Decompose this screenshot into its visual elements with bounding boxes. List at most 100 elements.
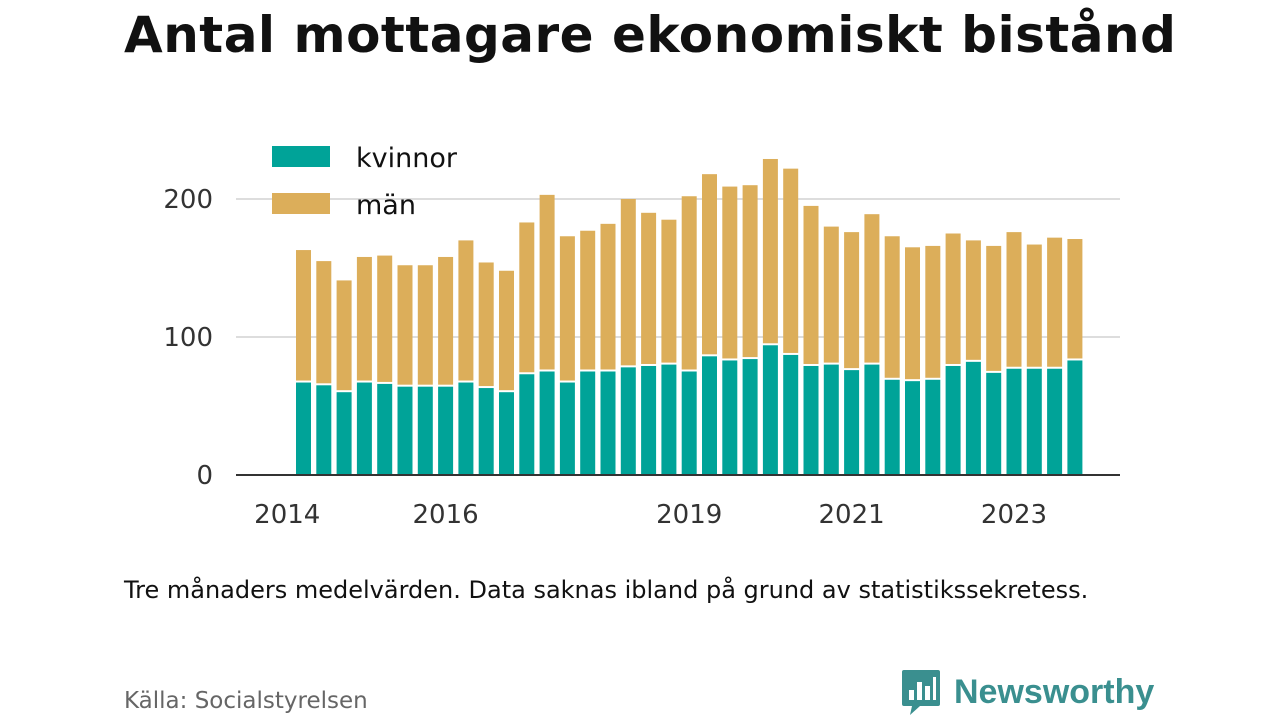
bar-kvinnor-35 [1006, 368, 1022, 475]
legend-swatch-man [272, 193, 330, 214]
bar-man-10 [499, 270, 514, 391]
bar-kvinnor-27 [844, 370, 860, 475]
bar-man-21 [722, 186, 738, 359]
bar-man-20 [702, 174, 717, 355]
bar-man-27 [844, 232, 860, 369]
brand-name: Newsworthy [954, 672, 1155, 711]
y-tick-label: 100 [163, 323, 213, 353]
bar-man-33 [965, 240, 981, 360]
x-tick-label-2023: 2023 [981, 500, 1047, 530]
bar-man-16 [620, 199, 636, 366]
newsworthy-logo-icon [902, 670, 940, 715]
bar-man-17 [641, 212, 657, 364]
stacked-bar-chart: 0 100 200 2014 2016 2019 2021 2023 kvinnor män [163, 143, 1120, 530]
bar-kvinnor-12 [539, 371, 555, 475]
bar-kvinnor-30 [905, 381, 920, 475]
bar-kvinnor-7 [438, 386, 454, 475]
bar-kvinnor-32 [945, 365, 961, 475]
bar-kvinnor-38 [1067, 360, 1083, 475]
bar-kvinnor-23 [762, 345, 778, 475]
bar-man-11 [519, 222, 535, 373]
bar-man-35 [1006, 232, 1022, 367]
bar-man-32 [945, 233, 961, 364]
chart-note: Tre månaders medelvärden. Data saknas ib… [124, 576, 1089, 604]
bar-man-22 [742, 185, 758, 358]
bar-man-23 [762, 158, 778, 344]
bar-man-2 [336, 280, 352, 391]
x-tick-label-2019: 2019 [656, 500, 722, 530]
bar-kvinnor-5 [397, 386, 413, 475]
bar-man-26 [823, 226, 839, 363]
bar-kvinnor-25 [803, 365, 819, 475]
bar-kvinnor-19 [681, 371, 697, 475]
bar-man-4 [377, 255, 393, 382]
x-tick-label-2021: 2021 [819, 500, 885, 530]
bar-man-28 [864, 214, 880, 363]
bar-kvinnor-13 [559, 382, 575, 475]
bar-kvinnor-36 [1026, 368, 1042, 475]
bar-kvinnor-3 [356, 382, 372, 475]
bar-kvinnor-37 [1047, 368, 1063, 475]
bar-man-12 [539, 194, 555, 370]
bar-man-7 [438, 256, 454, 385]
bar-man-25 [803, 205, 819, 364]
bar-man-38 [1067, 239, 1083, 359]
bar-kvinnor-1 [316, 385, 332, 475]
bar-kvinnor-2 [336, 392, 352, 475]
bar-kvinnor-6 [417, 386, 433, 475]
brand-logo[interactable]: Newsworthy [900, 668, 1154, 716]
bar-man-1 [316, 261, 332, 384]
bar-man-13 [559, 236, 575, 381]
bar-man-9 [478, 262, 494, 387]
bar-man-24 [783, 168, 799, 353]
bar-man-18 [661, 219, 677, 363]
bar-kvinnor-33 [965, 361, 981, 475]
legend-swatch-kvinnor [272, 146, 330, 167]
bar-kvinnor-4 [377, 383, 393, 475]
legend-label-man: män [356, 190, 416, 221]
bar-kvinnor-11 [519, 374, 535, 475]
y-axis-tick-labels: 0 100 200 [163, 185, 213, 491]
bar-kvinnor-26 [823, 364, 839, 475]
bar-kvinnor-0 [296, 382, 311, 475]
legend-label-kvinnor: kvinnor [356, 143, 458, 174]
bar-kvinnor-16 [620, 367, 636, 475]
bar-man-3 [356, 256, 372, 381]
bar-kvinnor-15 [600, 371, 616, 475]
bar-kvinnor-17 [641, 365, 657, 475]
x-axis-tick-labels: 2014 2016 2019 2021 2023 [254, 500, 1047, 530]
chart-title: Antal mottagare ekonomiskt bistånd [124, 6, 1177, 64]
bar-kvinnor-34 [986, 372, 1002, 475]
bar-man-19 [681, 196, 697, 370]
y-tick-label: 0 [196, 461, 213, 491]
bars [296, 158, 1083, 475]
bar-man-31 [925, 245, 941, 378]
source-credit: Källa: Socialstyrelsen [124, 688, 368, 714]
x-tick-label-2016: 2016 [413, 500, 479, 530]
bar-man-0 [296, 250, 311, 381]
bar-man-6 [417, 265, 433, 385]
bar-kvinnor-20 [702, 356, 717, 475]
bar-man-8 [458, 240, 474, 381]
bar-kvinnor-10 [499, 392, 514, 475]
bar-kvinnor-29 [884, 379, 900, 475]
bar-kvinnor-9 [478, 388, 494, 475]
legend: kvinnor män [272, 143, 458, 221]
bar-kvinnor-28 [864, 364, 880, 475]
bar-man-14 [580, 230, 596, 370]
x-tick-label-2014: 2014 [254, 500, 320, 530]
bar-man-36 [1026, 244, 1042, 367]
bar-kvinnor-31 [925, 379, 941, 475]
bar-kvinnor-14 [580, 371, 596, 475]
bar-man-37 [1047, 237, 1063, 367]
bar-kvinnor-18 [661, 364, 677, 475]
y-tick-label: 200 [163, 185, 213, 215]
bar-man-29 [884, 236, 900, 378]
bar-man-15 [600, 223, 616, 370]
bar-kvinnor-22 [742, 359, 758, 475]
bar-kvinnor-8 [458, 382, 474, 475]
bar-kvinnor-21 [722, 360, 738, 475]
bar-man-30 [905, 247, 920, 380]
bar-kvinnor-24 [783, 354, 799, 475]
bar-man-34 [986, 245, 1002, 371]
